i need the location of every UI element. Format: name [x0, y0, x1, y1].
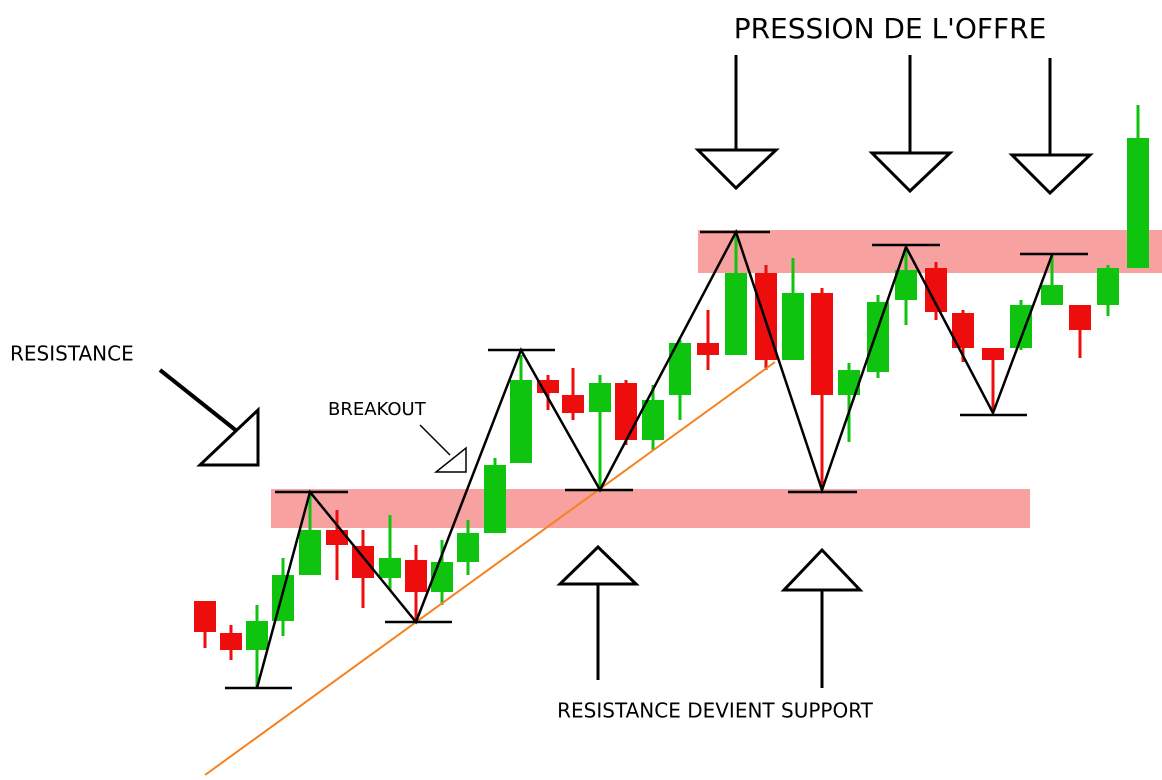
candle-body [925, 268, 947, 312]
candle-body [838, 370, 860, 395]
candle-body [1010, 305, 1032, 348]
candle-body [484, 465, 506, 533]
title: PRESSION DE L'OFFRE [734, 12, 1047, 45]
candles [194, 105, 1149, 688]
candle-body [952, 313, 974, 348]
candle-body [352, 546, 374, 578]
candle-body [811, 293, 833, 395]
resistance-label: RESISTANCE [10, 342, 134, 366]
candle-body [982, 348, 1004, 360]
breakout-label: BREAKOUT [328, 399, 427, 420]
candle-body [725, 273, 747, 355]
trend-line [204, 361, 776, 776]
support-zone [271, 489, 1030, 528]
arrows [158, 55, 1094, 688]
candle-body [194, 601, 216, 632]
support-label: RESISTANCE DEVIENT SUPPORT [557, 699, 874, 723]
candle-body [562, 395, 584, 413]
candle-body [220, 633, 242, 650]
candle-body [326, 530, 348, 545]
candle-body [457, 533, 479, 562]
resistance-zone [698, 230, 1162, 273]
candle-body [299, 530, 321, 575]
candle-body [1127, 138, 1149, 268]
candle-body [589, 383, 611, 412]
candle-body [895, 270, 917, 300]
candle-body [782, 293, 804, 360]
candle-body [1097, 268, 1119, 305]
swing-markers [225, 230, 1088, 690]
candle-body [1069, 305, 1091, 330]
candle-body [246, 621, 268, 650]
candle-body [405, 560, 427, 592]
candle-body [615, 383, 637, 440]
candle-body [867, 302, 889, 372]
candle-body [510, 380, 532, 463]
candle-body [1041, 285, 1063, 305]
candle-body [272, 575, 294, 621]
candle-body [642, 400, 664, 440]
candle-body [697, 343, 719, 355]
zigzag [255, 228, 1054, 689]
candle-body [379, 558, 401, 578]
candle-body [669, 343, 691, 395]
